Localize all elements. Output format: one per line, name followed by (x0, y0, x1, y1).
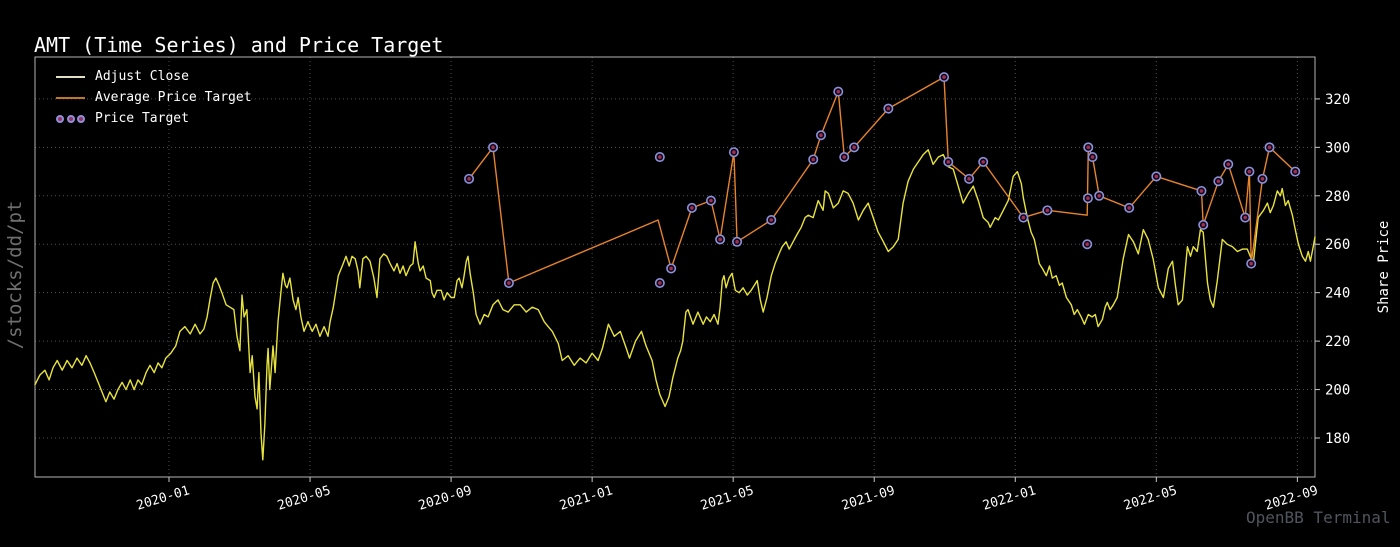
price-target-dot-core (1201, 223, 1206, 227)
y-tick-label: 180 (1325, 431, 1350, 447)
legend-label: Average Price Target (95, 90, 252, 105)
price-target-dot-core (1045, 208, 1050, 213)
price-target-dot-core (690, 206, 694, 210)
price-target-dot-core (886, 106, 891, 111)
adjust-close-line (34, 149, 1316, 461)
price-target-dot-core (1199, 189, 1204, 193)
price-target-dot-core (1021, 215, 1026, 220)
price-target-dot-core (491, 145, 495, 150)
adjust-close-line-swatch-icon (56, 75, 85, 78)
x-tick-label: 2020-09 (417, 483, 474, 513)
price-target-dot-core (769, 218, 774, 222)
price-target-dot-core (852, 145, 856, 150)
price-target-dot-core (836, 89, 841, 94)
y-tick-label: 320 (1325, 92, 1350, 108)
y-axis-title: Share Price (1376, 220, 1392, 314)
price-target-dot-core (467, 177, 471, 181)
price-target-dot-core (1216, 179, 1221, 184)
price-target-dot-core (1249, 261, 1253, 266)
price-target-dot-core (811, 157, 816, 162)
price-target-dot-core (946, 160, 951, 164)
price-target-dots-swatch-icon (56, 114, 85, 123)
price-target-dot-core (658, 281, 662, 285)
price-target-dot-core (1293, 169, 1298, 174)
chart-legend: Adjust Close Average Price Target Price … (56, 66, 252, 129)
x-tick-label: 2021-05 (699, 483, 756, 513)
price-target-dot-core (1247, 169, 1252, 174)
page-title: AMT (Time Series) and Price Target (34, 33, 444, 57)
plot-frame (34, 56, 1316, 478)
price-target-dot-core (1127, 206, 1131, 210)
price-target-dot-core (718, 237, 722, 242)
price-target-dot-core (819, 133, 823, 138)
legend-item-adjust-close: Adjust Close (56, 66, 252, 87)
x-tick-label: 2022-05 (1122, 483, 1179, 513)
y-tick-label: 260 (1325, 237, 1350, 253)
price-target-dot-core (1260, 177, 1265, 181)
price-target-dot-core (1090, 155, 1095, 159)
price-target-dot-core (732, 150, 736, 154)
legend-label: Adjust Close (95, 69, 189, 84)
x-tick-label: 2020-01 (135, 483, 192, 513)
price-target-dot-core (735, 240, 739, 244)
legend-item-price-target: Price Target (56, 108, 252, 129)
x-tick-label: 2022-01 (981, 483, 1038, 513)
price-target-dot-core (1243, 215, 1247, 220)
x-tick-label: 2020-05 (276, 483, 333, 513)
terminal-path-label: /stocks/dd/pt (4, 200, 26, 350)
legend-label: Price Target (95, 111, 189, 126)
price-target-dot-core (669, 266, 673, 271)
price-target-dot-core (1226, 162, 1231, 167)
price-target-dot-core (658, 155, 662, 159)
price-target-dot-core (1097, 193, 1101, 198)
price-target-dot-core (1085, 242, 1090, 247)
avg-price-target-line-swatch-icon (56, 96, 85, 99)
x-tick-label: 2021-01 (558, 483, 615, 513)
price-target-dot-core (942, 75, 946, 79)
price-target-dot-core (1086, 196, 1090, 201)
price-target-dot-core (1154, 174, 1159, 179)
price-target-dot-core (507, 281, 511, 285)
price-target-dot-core (967, 177, 971, 181)
x-tick-label: 2021-09 (840, 483, 897, 513)
avg-price-target-line (468, 76, 1296, 284)
legend-item-average-price-target: Average Price Target (56, 87, 252, 108)
openbb-watermark: OpenBB Terminal (1246, 508, 1391, 527)
y-tick-label: 240 (1325, 286, 1350, 302)
price-target-dot-core (709, 198, 713, 203)
price-target-dot-core (1086, 145, 1091, 150)
y-tick-label: 280 (1325, 189, 1350, 205)
y-tick-label: 220 (1325, 334, 1350, 350)
price-target-dot-core (981, 160, 985, 164)
y-tick-label: 200 (1325, 383, 1350, 399)
y-tick-label: 300 (1325, 140, 1350, 156)
price-target-dot-core (1267, 145, 1272, 150)
price-target-dot-core (842, 155, 847, 159)
